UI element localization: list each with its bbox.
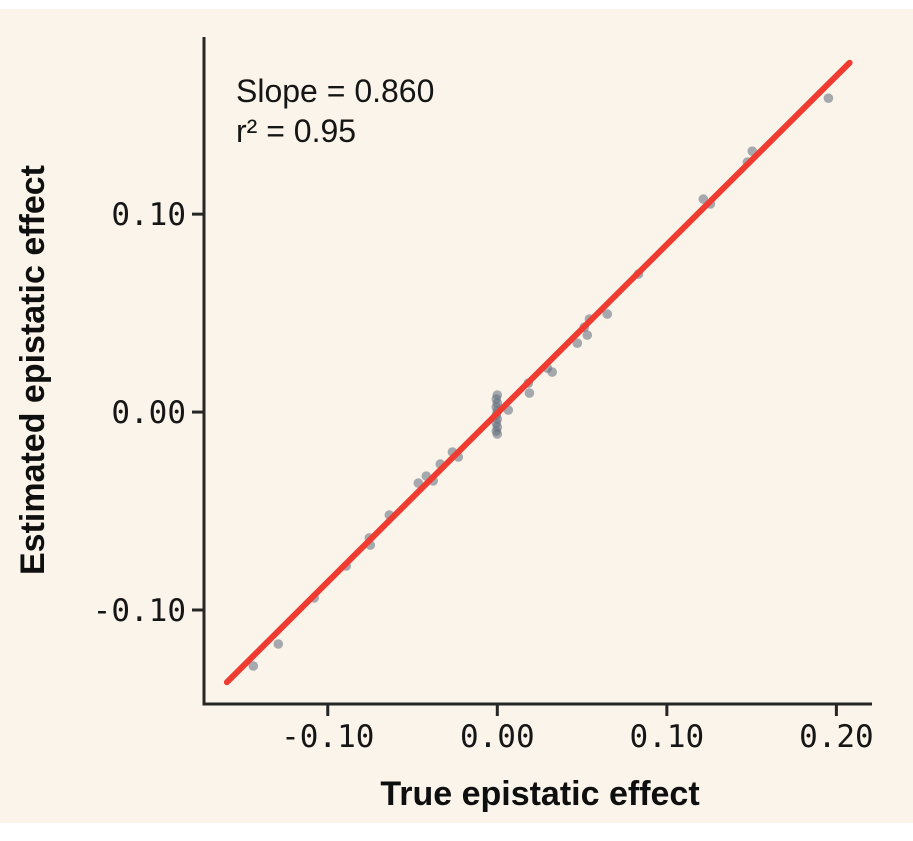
- x-tick-label: 0.10: [630, 719, 705, 755]
- y-axis-title: Estimated epistatic effect: [14, 165, 52, 575]
- y-tick-label: 0.00: [111, 395, 186, 431]
- scatter-point: [823, 93, 834, 103]
- x-tick-label: 0.20: [799, 719, 874, 755]
- scatter-point: [524, 388, 535, 398]
- annotation-line: Slope = 0.860: [236, 73, 434, 109]
- scatter-point: [248, 661, 259, 671]
- annotation-text: Slope = 0.860 r² = 0.95: [236, 73, 434, 149]
- scatter-point: [572, 338, 583, 349]
- scatter-point: [698, 194, 709, 204]
- x-axis-title: True epistatic effect: [380, 775, 699, 813]
- annotation-line: r² = 0.95: [236, 113, 356, 149]
- x-tick-label: -0.10: [281, 719, 374, 755]
- regression-line: [223, 59, 853, 686]
- scatter-point: [492, 429, 503, 439]
- scatter-point: [602, 309, 613, 319]
- x-tick-label: 0.00: [460, 719, 535, 755]
- scatter-point: [547, 367, 557, 377]
- y-tick-label: 0.10: [111, 197, 186, 233]
- y-tick-label: -0.10: [93, 593, 186, 629]
- scatter-point: [273, 639, 284, 649]
- figure-background: [0, 9, 913, 823]
- scatter-point: [582, 330, 593, 340]
